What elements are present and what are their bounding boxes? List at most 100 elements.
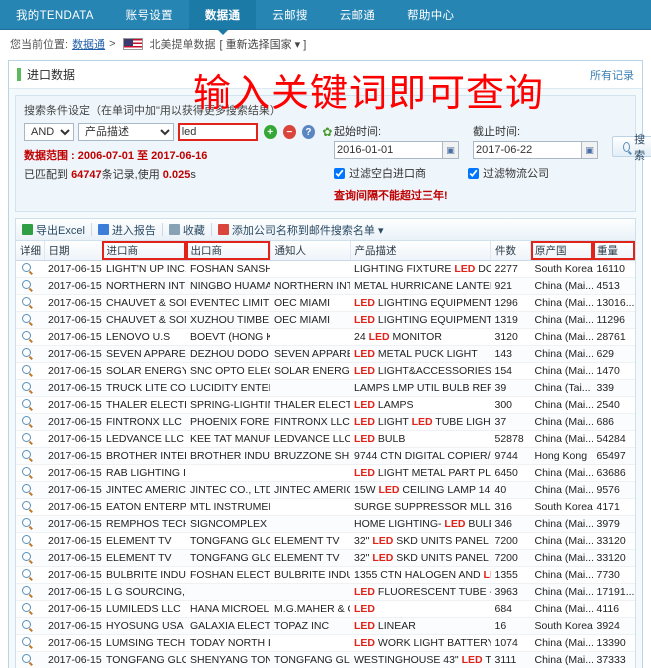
nav-item-1[interactable]: 账号设置 [110,0,189,30]
filter-blank-importer-input[interactable] [334,167,345,179]
detail-cell[interactable] [16,379,44,397]
detail-cell[interactable] [16,294,44,312]
favorite-search-icon[interactable]: ✿ [322,125,333,139]
detail-cell[interactable] [16,464,44,482]
detail-cell[interactable] [16,430,44,448]
calendar-icon-start[interactable]: ▣ [442,141,459,159]
detail-cell[interactable] [16,413,44,431]
detail-magnifier-icon[interactable] [22,449,31,459]
detail-cell[interactable] [16,515,44,533]
nav-item-3[interactable]: 云邮搜 [256,0,323,30]
start-date-input[interactable] [334,141,442,159]
filter-blank-importer-checkbox[interactable]: 过滤空白进口商 [334,165,426,181]
detail-cell[interactable] [16,260,44,278]
detail-cell[interactable] [16,617,44,635]
detail-cell[interactable] [16,362,44,380]
detail-magnifier-icon[interactable] [22,398,31,408]
add-company-to-maillist-button[interactable]: 添加公司名称到邮件搜索名单 ▾ [217,222,383,238]
detail-magnifier-icon[interactable] [22,517,31,527]
detail-cell[interactable] [16,447,44,465]
detail-magnifier-icon[interactable] [22,534,31,544]
detail-magnifier-icon[interactable] [22,347,31,357]
boolean-operator-select[interactable]: ANDORNOT [24,123,74,141]
nav-item-5[interactable]: 帮助中心 [391,0,470,30]
add-condition-icon[interactable]: + [263,125,277,139]
end-date-input[interactable] [473,141,581,159]
search-button[interactable]: 搜索 [612,134,651,162]
table-row[interactable]: 2017-06-15L G SOURCING,I... LED FLUORESCE… [16,583,635,601]
detail-magnifier-icon[interactable] [22,279,31,289]
column-header-weight[interactable]: 重量 [592,241,635,261]
detail-magnifier-icon[interactable] [22,381,31,391]
reselect-country-dropdown[interactable]: [ 重新选择国家 ▾ ] [219,39,307,51]
detail-magnifier-icon[interactable] [22,500,31,510]
detail-magnifier-icon[interactable] [22,262,31,272]
detail-magnifier-icon[interactable] [22,432,31,442]
calendar-icon-end[interactable]: ▣ [581,141,598,159]
detail-magnifier-icon[interactable] [22,313,31,323]
detail-magnifier-icon[interactable] [22,483,31,493]
detail-magnifier-icon[interactable] [22,602,31,612]
help-icon[interactable]: ? [301,125,315,139]
detail-magnifier-icon[interactable] [22,585,31,595]
detail-cell[interactable] [16,566,44,584]
detail-cell[interactable] [16,600,44,618]
search-field-select[interactable]: 产品描述进口商出口商通知人HS编码 [78,123,174,141]
search-keyword-input[interactable] [177,123,258,141]
detail-magnifier-icon[interactable] [22,568,31,578]
detail-magnifier-icon[interactable] [22,466,31,476]
detail-magnifier-icon[interactable] [22,364,31,374]
detail-cell[interactable] [16,498,44,516]
detail-cell[interactable] [16,277,44,295]
column-header-date[interactable]: 日期 [44,241,103,261]
column-header-importer[interactable]: 进口商 [102,241,187,261]
detail-cell[interactable] [16,345,44,363]
detail-cell[interactable] [16,651,44,668]
nav-item-0[interactable]: 我的TENDATA [0,0,110,30]
detail-cell[interactable] [16,328,44,346]
detail-cell[interactable] [16,396,44,414]
column-header-exporter[interactable]: 出口商 [186,241,271,261]
detail-magnifier-icon[interactable] [22,619,31,629]
favorite-button[interactable]: 收藏 [168,222,205,238]
detail-magnifier-icon[interactable] [22,551,31,561]
column-header-notify[interactable]: 通知人 [270,241,351,261]
detail-magnifier-icon[interactable] [22,296,31,306]
detail-cell[interactable] [16,634,44,652]
column-header-qty[interactable]: 件数 [490,241,531,261]
filter-logistics-checkbox[interactable]: 过滤物流公司 [468,165,549,181]
nav-item-4[interactable]: 云邮通 [324,0,391,30]
detail-cell[interactable] [16,311,44,329]
enter-report-button[interactable]: 进入报告 [97,222,156,238]
column-header-desc[interactable]: 产品描述 [350,241,491,261]
nav-item-2[interactable]: 数据通 [188,0,257,35]
column-header-origin[interactable]: 原产国 [530,241,593,261]
detail-cell[interactable] [16,549,44,567]
detail-magnifier-icon[interactable] [22,653,31,663]
export-excel-button[interactable]: 导出Excel [22,222,85,238]
breadcrumb-link-datatong[interactable]: 数据通 [72,39,106,51]
filter-logistics-input[interactable] [468,167,479,179]
detail-magnifier-icon[interactable] [22,330,31,340]
detail-magnifier-icon[interactable] [22,415,31,425]
detail-magnifier-icon[interactable] [22,636,31,646]
